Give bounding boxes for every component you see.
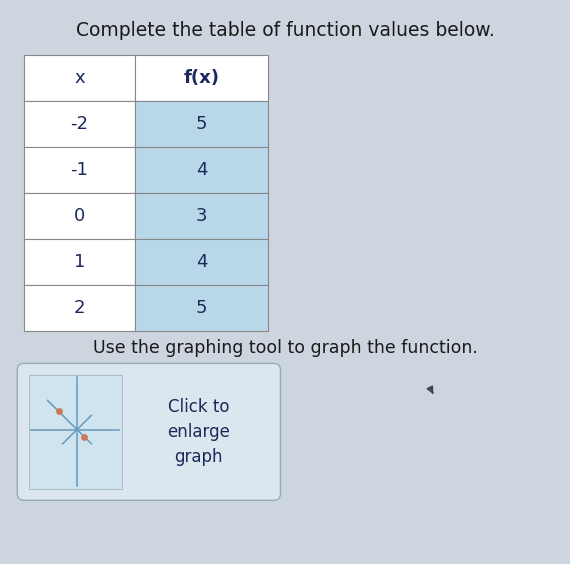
Text: 5: 5	[196, 114, 207, 133]
Bar	[24, 285, 135, 331]
Text: -2: -2	[70, 114, 88, 133]
Bar	[135, 101, 268, 147]
Text: -1: -1	[71, 161, 88, 179]
Bar	[24, 239, 135, 285]
Bar	[135, 55, 268, 101]
Bar	[24, 147, 135, 193]
Text: f(x): f(x)	[184, 69, 219, 87]
Text: Click to
enlarge
graph: Click to enlarge graph	[168, 398, 230, 466]
FancyBboxPatch shape	[17, 363, 280, 500]
Bar	[135, 193, 268, 239]
Text: 3: 3	[196, 207, 207, 225]
Text: 2: 2	[74, 299, 85, 317]
Bar	[24, 55, 135, 101]
Bar	[135, 147, 268, 193]
Text: 5: 5	[196, 299, 207, 317]
Bar	[135, 285, 268, 331]
Text: 4: 4	[196, 253, 207, 271]
Bar	[24, 193, 135, 239]
Bar	[24, 101, 135, 147]
Text: Complete the table of function values below.: Complete the table of function values be…	[76, 21, 494, 40]
Bar	[135, 239, 268, 285]
Text: x: x	[74, 69, 85, 87]
Text: 4: 4	[196, 161, 207, 179]
Text: 0: 0	[74, 207, 85, 225]
Text: Use the graphing tool to graph the function.: Use the graphing tool to graph the funct…	[92, 339, 478, 357]
Text: 1: 1	[74, 253, 85, 271]
